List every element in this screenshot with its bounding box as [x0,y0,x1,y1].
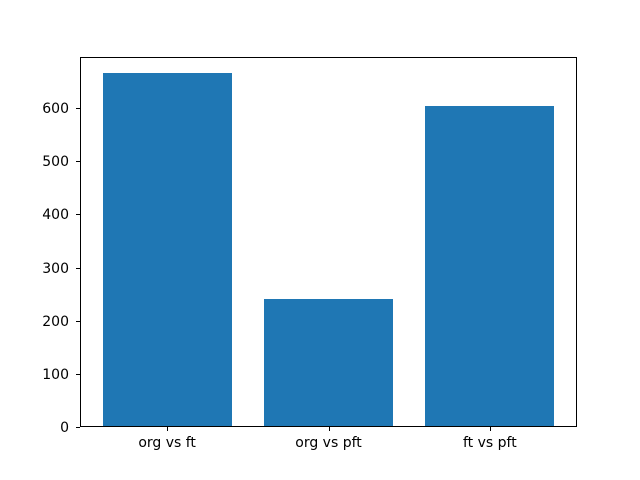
x-tick-label: org vs pft [295,435,362,451]
y-tick-mark [76,161,80,163]
y-tick-mark [76,267,80,269]
y-tick-label: 0 [60,420,69,436]
y-tick-label: 500 [42,154,69,171]
x-tick-mark [328,427,330,431]
y-tick-mark [76,373,80,375]
y-tick-mark [76,108,80,110]
bar-ft-vs-pft [425,105,555,426]
x-tick-mark [167,427,169,431]
plot-area [80,57,577,427]
x-tick-label: ft vs pft [463,435,517,451]
bar-org-vs-ft [102,73,232,426]
bar-org-vs-pft [263,299,394,426]
y-tick-mark [76,320,80,322]
y-tick-mark [76,214,80,216]
y-tick-label: 600 [42,101,69,118]
x-tick-mark [489,427,491,431]
y-tick-label: 200 [42,313,69,330]
y-tick-mark [76,427,80,428]
x-tick-label: org vs ft [138,435,196,451]
y-tick-label: 100 [42,366,69,383]
y-tick-label: 300 [42,260,69,277]
y-tick-label: 400 [42,207,69,224]
